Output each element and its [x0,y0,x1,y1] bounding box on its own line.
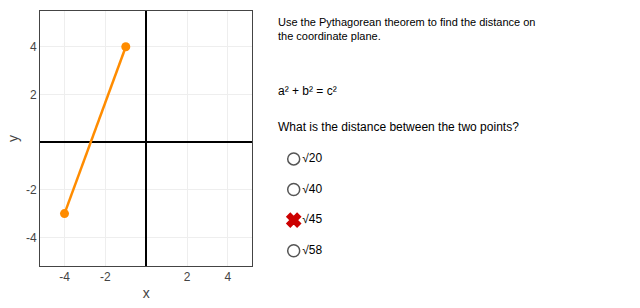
svg-text:-4: -4 [59,270,70,284]
svg-text:2: 2 [184,270,191,284]
svg-text:4: 4 [30,40,37,54]
svg-text:-2: -2 [100,270,111,284]
svg-text:x: x [143,285,150,301]
svg-text:a² + b² = c²: a² + b² = c² [278,84,337,98]
svg-text:√45: √45 [302,212,322,226]
svg-text:4: 4 [225,270,232,284]
svg-text:√40: √40 [302,182,322,196]
svg-text:2: 2 [30,88,37,102]
svg-text:y: y [5,135,21,142]
svg-text:√58: √58 [302,243,322,257]
svg-text:-4: -4 [26,231,37,245]
svg-text:-2: -2 [26,183,37,197]
svg-text:Use the Pythagorean theorem to: Use the Pythagorean theorem to find the … [278,16,535,42]
svg-text:What is the distance between t: What is the distance between the two poi… [278,120,519,134]
svg-text:√20: √20 [302,151,322,165]
